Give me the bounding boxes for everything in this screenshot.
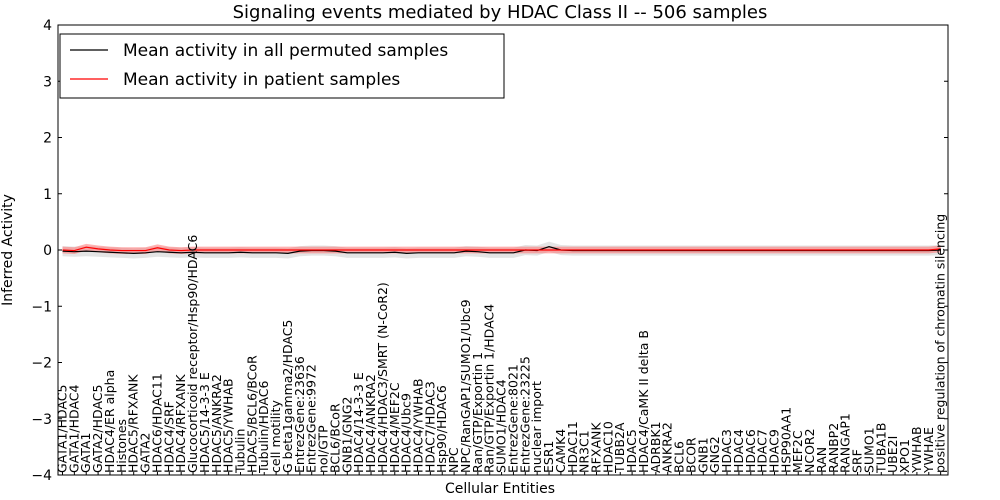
x-tick-label: Hsp90/HDAC6	[434, 385, 449, 473]
x-tick-label: positive regulation of chromatin silenci…	[933, 214, 948, 473]
x-tick-label: HDAC3	[719, 429, 734, 473]
x-tick-label: HDAC4/SRF	[161, 401, 176, 473]
x-tick-label: HDAC4/CaMK II delta B	[636, 330, 651, 473]
band-patient	[62, 243, 941, 254]
x-tick-label: cell motility	[268, 399, 283, 473]
x-tick-label: HDAC5/14-3-3 E	[197, 372, 212, 473]
x-tick-label: Ran/GTP/Exportin 1	[470, 352, 485, 473]
x-tick-label: YWHAB	[909, 426, 924, 474]
series-lines	[62, 245, 941, 254]
y-tick-label: −1	[31, 299, 52, 315]
x-axis-category-labels: GATA1/HDAC5GATA1/HDAC4GATA1GATA2/HDAC5HD…	[55, 214, 948, 475]
x-tick-label: TUBB2A	[612, 422, 627, 474]
y-axis-ticks: −4 −3 −2 −1 0 1 2 3 4	[31, 18, 948, 484]
x-tick-label: GATA1/HDAC5	[55, 385, 70, 473]
x-tick-label: HDAC4	[731, 429, 746, 473]
x-tick-label: SRF	[850, 449, 865, 473]
x-tick-label: BCL6	[672, 441, 687, 473]
x-tick-label: EntrezGene:9972	[304, 364, 319, 473]
x-tick-label: NCOR2	[802, 428, 817, 473]
x-tick-label: HDAC7/HDAC3	[422, 381, 437, 473]
x-tick-label: UBE2I	[885, 436, 900, 473]
x-tick-label: HDAC6/HDAC11	[149, 373, 164, 473]
x-tick-label: HDAC7	[755, 429, 770, 473]
x-tick-label: EntrezGene:23636	[292, 356, 307, 473]
x-tick-label: RAN	[814, 447, 829, 473]
legend-box	[59, 33, 505, 99]
legend-label-patient: Mean activity in patient samples	[123, 70, 400, 90]
x-tick-label: NPC	[446, 447, 461, 473]
x-tick-label: HDAC4/ANKRA2	[363, 374, 378, 473]
x-tick-label: Tubulin/HDAC6	[256, 381, 271, 474]
x-tick-label: EntrezGene:23225	[517, 356, 532, 473]
y-tick-label: 3	[43, 74, 52, 90]
x-tick-label: ESR1	[541, 441, 556, 473]
x-tick-label: BCOR	[683, 437, 698, 473]
y-tick-label: −3	[31, 412, 52, 428]
x-tick-label: XPO1	[897, 439, 912, 473]
x-tick-label: nuclear import	[529, 381, 544, 473]
x-tick-label: HDAC4/Ubc9	[399, 393, 414, 473]
x-tick-label: RFXANK	[589, 422, 604, 473]
y-tick-label: 1	[43, 187, 52, 203]
x-tick-label: ANKRA2	[660, 422, 675, 473]
x-tick-label: HDAC4/MEF2C	[387, 382, 402, 473]
x-tick-label: BCL6/BCoR	[327, 403, 342, 473]
y-tick-label: −2	[31, 356, 52, 372]
x-tick-label: Ran/GTP/Exportin 1/HDAC4	[482, 304, 497, 473]
x-tick-label: HDAC4/14-3-3 E	[351, 372, 366, 473]
x-axis-label: Cellular Entities	[445, 481, 555, 497]
x-tick-label: MEF2C	[790, 430, 805, 473]
x-tick-label: HDAC5/YWHAB	[221, 378, 236, 473]
x-tick-label: GNB1	[695, 437, 710, 473]
x-tick-label: YWHAE	[921, 427, 936, 474]
x-tick-label: Tubulin	[233, 429, 248, 474]
x-tick-label: HDAC10	[600, 421, 615, 473]
y-tick-label: 2	[43, 131, 52, 147]
x-tick-label: TUBA1B	[873, 423, 888, 474]
x-tick-label: HDAC4/ER alpha	[102, 370, 117, 473]
x-tick-label: NPC/RanGAP1/SUMO1/Ubc9	[458, 299, 473, 473]
x-tick-label: HDAC6	[743, 429, 758, 473]
x-tick-label: GATA1/HDAC4	[66, 384, 81, 473]
legend-label-permuted: Mean activity in all permuted samples	[123, 41, 448, 61]
x-tick-label: EntrezGene:8021	[505, 364, 520, 473]
x-tick-label: HDAC9	[767, 429, 782, 473]
x-tick-label: nol/GTP	[316, 425, 331, 473]
x-tick-label: SUMO1	[861, 427, 876, 473]
x-tick-label: G beta1gamma2/HDAC5	[280, 320, 295, 473]
x-tick-label: NR3C1	[577, 430, 592, 473]
y-tick-label: 4	[43, 18, 52, 34]
x-tick-label: GNG2	[707, 436, 722, 473]
series-line-patient	[62, 246, 941, 252]
x-tick-label: HDAC11	[565, 421, 580, 473]
x-tick-label: HDAC5/ANKRA2	[209, 374, 224, 473]
x-tick-label: SUMO1/HDAC4	[494, 379, 509, 473]
x-tick-label: HDAC4/HDAC3/SMRT (N-CoR2)	[375, 282, 390, 473]
x-tick-label: GATA1	[78, 433, 93, 473]
x-tick-label: ADRBK1	[648, 421, 663, 473]
x-tick-label: GATA2	[138, 433, 153, 473]
x-tick-label: RANBP2	[826, 423, 841, 473]
x-tick-label: GATA2/HDAC5	[90, 385, 105, 473]
x-tick-label: CAMK4	[553, 429, 568, 473]
x-tick-label: HDAC4/RFXANK	[173, 374, 188, 473]
x-tick-label: HDAC5/BCL6/BCoR	[244, 355, 259, 473]
x-tick-label: HDAC5/RFXANK	[126, 374, 141, 473]
y-axis-label: Inferred Activity	[0, 194, 16, 306]
x-tick-label: RANGAP1	[838, 413, 853, 473]
x-tick-label: Glucocorticoid receptor/Hsp90/HDAC6	[185, 235, 200, 473]
y-tick-label: −4	[31, 468, 52, 484]
chart-title: Signaling events mediated by HDAC Class …	[233, 2, 768, 23]
x-tick-label: HDAC5	[624, 429, 639, 473]
x-tick-label: GNB1/GNG2	[339, 397, 354, 473]
x-tick-label: HSP90AA1	[778, 407, 793, 473]
x-tick-label: HDAC4/YWHAB	[411, 378, 426, 473]
legend: Mean activity in all permuted samples Me…	[59, 33, 505, 99]
y-tick-label: 0	[43, 243, 52, 259]
x-tick-label: Histones	[114, 419, 129, 473]
